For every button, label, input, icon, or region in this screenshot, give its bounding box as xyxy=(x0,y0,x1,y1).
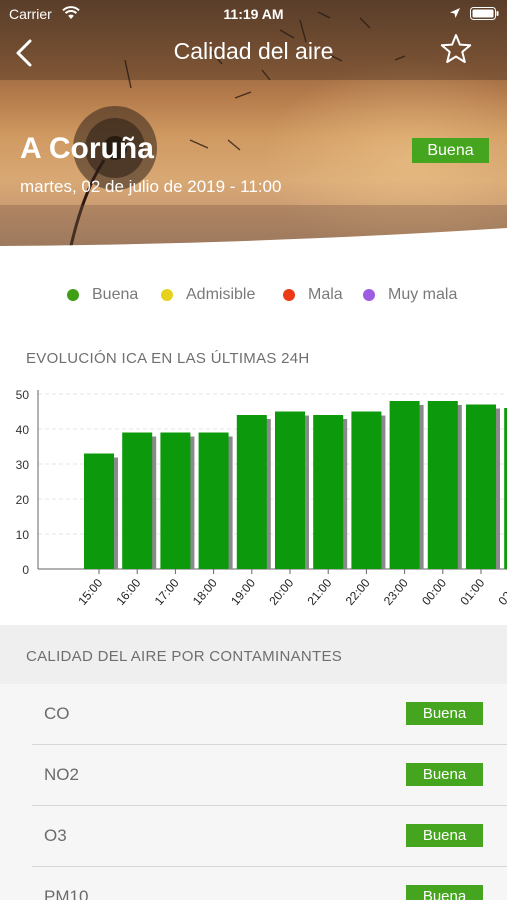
legend-item-admisible: Admisible xyxy=(161,282,255,308)
overall-status-badge: Buena xyxy=(412,138,489,163)
bar xyxy=(122,432,153,569)
y-tick-label: 20 xyxy=(16,493,30,507)
carrier-label: Carrier xyxy=(9,6,52,22)
bar xyxy=(198,432,229,569)
legend-item-muy-mala: Muy mala xyxy=(363,282,457,308)
back-button[interactable] xyxy=(10,36,40,70)
x-tick-label: 23:00 xyxy=(381,576,411,608)
legend-dot xyxy=(363,289,375,301)
contaminants-section: CALIDAD DEL AIRE POR CONTAMINANTES CO Bu… xyxy=(0,625,507,900)
x-tick-label: 18:00 xyxy=(190,576,220,608)
x-tick-label: 17:00 xyxy=(152,576,182,608)
x-tick-label: 20:00 xyxy=(266,576,296,608)
y-tick-label: 50 xyxy=(16,388,30,402)
bar xyxy=(275,411,305,569)
legend-label: Muy mala xyxy=(388,286,458,303)
contaminant-name: PM10 xyxy=(44,887,89,900)
contaminant-name: NO2 xyxy=(44,765,79,784)
contaminants-list: CO Buena NO2 Buena O3 Buena PM10 Buena xyxy=(0,684,507,900)
legend-label: Buena xyxy=(92,286,139,303)
bar xyxy=(236,415,267,569)
x-tick-label: 16:00 xyxy=(113,576,143,608)
y-tick-label: 40 xyxy=(16,423,30,437)
x-tick-label: 22:00 xyxy=(343,576,373,608)
bar xyxy=(160,432,191,569)
hero-header: Carrier 11:19 AM Calidad del aire A Coru xyxy=(0,0,507,250)
city-name: A Coruña xyxy=(20,132,154,165)
y-tick-label: 0 xyxy=(22,563,29,577)
x-tick-label: 15:00 xyxy=(75,576,105,608)
bar xyxy=(427,401,458,569)
location-arrow-icon xyxy=(450,8,460,18)
contaminant-name: O3 xyxy=(44,826,67,845)
dandelion-background-image xyxy=(0,0,507,250)
legend-item-mala: Mala xyxy=(283,282,343,308)
contaminant-status-badge: Buena xyxy=(406,763,483,786)
legend-item-buena: Buena xyxy=(67,282,138,308)
contaminant-status-badge: Buena xyxy=(406,702,483,725)
x-tick-label: 01:00 xyxy=(457,576,487,608)
bar xyxy=(389,401,420,569)
contaminant-row-no2[interactable]: NO2 Buena xyxy=(32,745,507,806)
contaminants-section-title: CALIDAD DEL AIRE POR CONTAMINANTES xyxy=(26,648,343,665)
legend-dot xyxy=(283,289,295,301)
bar xyxy=(466,404,496,569)
status-time: 11:19 AM xyxy=(223,6,284,22)
wifi-icon xyxy=(62,6,80,19)
legend-dot xyxy=(161,289,173,301)
legend-label: Admisible xyxy=(186,286,256,303)
contaminant-name: CO xyxy=(44,704,70,723)
x-tick-label: 19:00 xyxy=(228,576,258,608)
legend-dot xyxy=(67,289,79,301)
x-tick-label: 02:00 xyxy=(495,576,507,608)
contaminant-status-badge: Buena xyxy=(406,885,483,900)
bar xyxy=(351,411,382,569)
contaminant-row-pm10[interactable]: PM10 Buena xyxy=(32,867,507,900)
y-tick-label: 10 xyxy=(16,528,30,542)
bar xyxy=(84,453,114,569)
contaminant-row-co[interactable]: CO Buena xyxy=(32,684,507,745)
date-time-label: martes, 02 de julio de 2019 - 11:00 xyxy=(20,177,282,196)
quality-legend: Buena Admisible Mala Muy mala xyxy=(0,282,507,308)
y-tick-label: 30 xyxy=(16,458,30,472)
bar xyxy=(313,415,344,569)
ica-bar-chart: 0 10 20 30 40 50 15:00 16:00 17:00 18:00 19:00 20:0… xyxy=(16,388,507,608)
chart-section-title: EVOLUCIÓN ICA EN LAS ÚLTIMAS 24H xyxy=(26,350,310,367)
battery-icon xyxy=(470,7,499,20)
status-bar: Carrier 11:19 AM xyxy=(0,0,507,28)
x-tick-label: 00:00 xyxy=(419,576,449,608)
contaminant-status-badge: Buena xyxy=(406,824,483,847)
contaminant-row-o3[interactable]: O3 Buena xyxy=(32,806,507,867)
favorite-star-icon[interactable] xyxy=(439,32,473,66)
x-tick-label: 21:00 xyxy=(304,576,334,608)
page-title: Calidad del aire xyxy=(173,38,334,64)
legend-label: Mala xyxy=(308,286,343,303)
bar xyxy=(504,408,507,569)
